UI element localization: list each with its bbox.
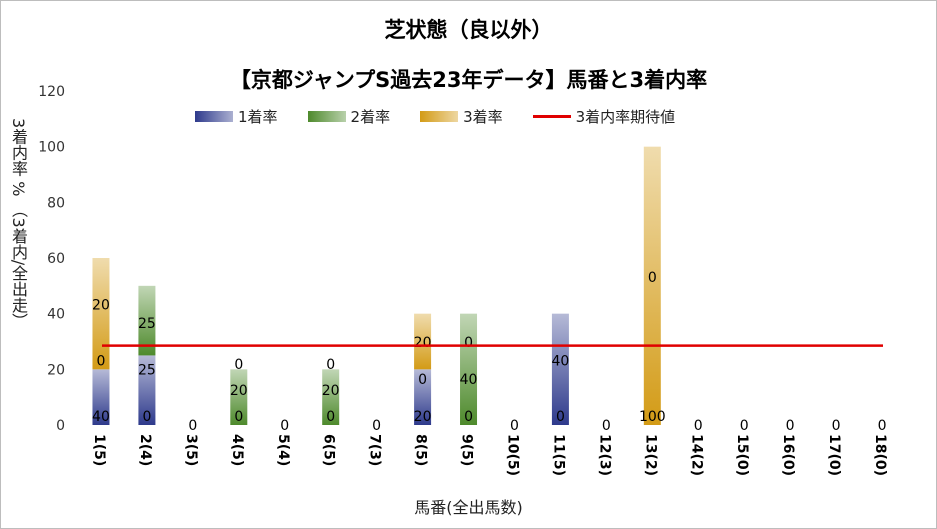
data-label: 0: [878, 418, 887, 434]
bar-segment: [322, 369, 340, 425]
legend-swatch-2nd: [307, 110, 346, 122]
x-tick-label: 14(2): [688, 434, 704, 476]
x-tick-label: 7(3): [367, 434, 383, 466]
data-label: 20: [92, 298, 110, 314]
data-label: 0: [602, 418, 611, 434]
bar-segment: [551, 313, 569, 425]
data-label: 0: [786, 418, 795, 434]
x-tick-label: 13(2): [642, 434, 658, 476]
y-tick-label: 40: [47, 307, 65, 323]
x-tick-label: 2(4): [137, 434, 153, 466]
data-label: 0: [97, 353, 106, 369]
chart-legend: 1着率 2着率 3着率 3着内率期待値: [195, 104, 705, 128]
y-tick-label: 100: [38, 140, 65, 156]
legend-swatch-3rd: [420, 110, 459, 122]
bar-segment: [138, 355, 156, 425]
x-tick-label: 16(0): [780, 434, 796, 476]
legend-item-expected: 3着内率期待値: [532, 106, 676, 127]
bar-segment: [414, 313, 432, 370]
bar-segment: [230, 369, 248, 425]
y-tick-label: 60: [47, 251, 65, 267]
x-tick-label: 3(5): [183, 434, 199, 466]
legend-label-3rd: 3着率: [463, 107, 503, 126]
x-tick-label: 5(4): [275, 434, 291, 466]
bar-segment: [92, 369, 110, 425]
y-tick-label: 80: [47, 195, 65, 211]
legend-item-3rd: 3着率: [420, 106, 503, 127]
y-tick-label: 120: [38, 84, 65, 100]
x-tick-label: 4(5): [229, 434, 245, 466]
legend-item-2nd: 2着率: [307, 106, 391, 127]
data-label: 20: [414, 409, 432, 425]
x-tick-label: 17(0): [826, 434, 842, 476]
chart-subtitle: 【京都ジャンプS過去23年データ】馬番と3着内率: [229, 68, 708, 92]
data-label: 20: [230, 383, 248, 399]
legend-swatch-1st: [195, 110, 233, 122]
legend-label-2nd: 2着率: [350, 107, 391, 126]
data-label: 0: [142, 409, 151, 425]
bar-segment: [460, 313, 478, 425]
legend-item-1st: 1着率: [195, 106, 278, 127]
data-label: 40: [552, 353, 570, 369]
data-label: 0: [372, 418, 381, 434]
x-tick-label: 12(3): [596, 434, 612, 476]
data-label: 0: [556, 409, 565, 425]
data-label: 0: [832, 418, 841, 434]
legend-label-1st: 1着率: [238, 107, 278, 126]
data-label: 0: [234, 357, 243, 373]
chart-title: 芝状態（良以外）: [384, 18, 553, 42]
x-tick-label: 8(5): [413, 434, 429, 466]
data-label: 25: [138, 316, 156, 332]
data-label: 0: [234, 409, 243, 425]
data-label: 0: [280, 418, 289, 434]
data-label: 0: [510, 418, 519, 434]
legend-label-expected: 3着内率期待値: [575, 107, 676, 126]
data-label: 0: [648, 270, 657, 286]
x-tick-label: 6(5): [321, 434, 337, 466]
x-tick-label: 10(5): [504, 434, 520, 476]
data-label: 0: [740, 418, 749, 434]
y-tick-label: 0: [56, 418, 65, 434]
bar-segment: [643, 146, 661, 425]
data-label: 20: [414, 335, 432, 351]
bar-segment: [414, 369, 432, 425]
x-tick-label: 18(0): [872, 434, 888, 476]
data-label: 0: [188, 418, 197, 434]
data-label: 40: [92, 409, 110, 425]
data-label: 25: [138, 363, 156, 379]
data-label: 0: [418, 372, 427, 388]
legend-swatch-expected: [532, 114, 571, 118]
data-label: 0: [464, 335, 473, 351]
y-axis-label: 3着内率 % （3着内/全出走）: [9, 118, 28, 330]
y-tick-label: 20: [47, 362, 65, 378]
data-label: 20: [322, 383, 340, 399]
x-tick-label: 1(5): [91, 434, 107, 466]
bar-segment: [92, 258, 110, 370]
x-axis-label: 馬番(全出馬数): [414, 498, 523, 517]
data-label: 40: [460, 372, 478, 388]
data-label: 0: [464, 409, 473, 425]
data-label: 100: [639, 409, 666, 425]
data-label: 0: [326, 409, 335, 425]
x-tick-label: 15(0): [734, 434, 750, 476]
x-tick-label: 9(5): [459, 434, 475, 466]
bar-segment: [138, 285, 156, 356]
data-label: 0: [326, 357, 335, 373]
data-label: 0: [694, 418, 703, 434]
x-tick-label: 11(5): [550, 434, 566, 476]
